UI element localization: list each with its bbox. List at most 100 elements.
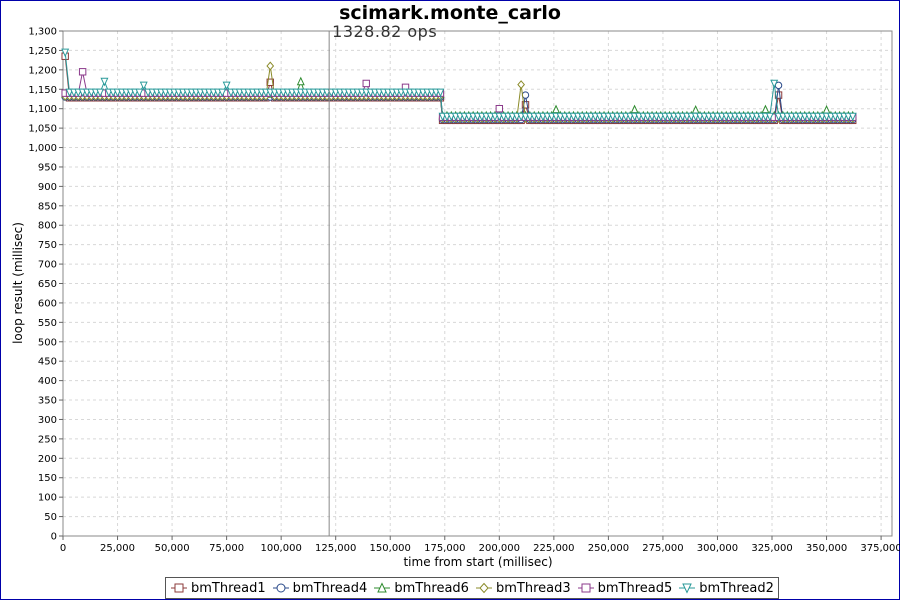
data-point [517,80,525,90]
y-tick-label: 600 [38,298,57,309]
data-point [630,104,639,114]
y-tick-label: 650 [38,279,57,290]
x-tick-label: 25,000 [100,543,135,554]
legend-marker-icon [577,583,594,593]
y-tick-label: 550 [38,318,57,329]
data-point [822,104,831,114]
data-point [218,88,227,98]
data-point [266,78,274,86]
data-point [100,77,109,87]
x-tick-label: 375,000 [860,543,900,554]
x-tick-label: 225,000 [533,543,574,554]
y-tick-label: 950 [38,162,57,173]
legend-marker-icon [679,583,696,594]
legend-item-bmThread5: bmThread5 [577,580,673,596]
legend-item-bmThread3: bmThread3 [475,581,571,596]
legend-symbol [174,583,184,593]
y-tick-label: 200 [38,454,57,465]
data-point [61,48,70,58]
legend-marker-icon [374,582,391,593]
x-tick-label: 200,000 [479,543,520,554]
legend: bmThread1 bmThread4 bmThread6 bmThread3 bmTh… [165,577,779,599]
data-point [436,88,445,98]
chart-title: scimark.monte_carlo [339,2,561,24]
y-tick-label: 850 [38,201,57,212]
legend-label: bmThread3 [495,580,571,596]
legend-item-bmThread2: bmThread2 [678,581,774,596]
y-tick-label: 250 [38,434,57,445]
x-tick-label: 0 [60,543,66,554]
y-tick-label: 0 [51,532,57,543]
series-line [64,52,853,117]
series-layer [61,48,857,125]
y-tick-label: 750 [38,240,57,251]
legend-symbol [479,582,489,594]
x-axis: 0 25,000 50,000 75,000 100,000 125,000 150,000… [60,536,900,554]
legend-item-bmThread6: bmThread6 [373,581,469,596]
legend-symbol [276,583,286,593]
x-tick-label: 100,000 [260,543,301,554]
y-tick-label: 1,250 [28,46,57,57]
x-tick-label: 250,000 [588,543,629,554]
data-point [495,104,504,113]
series-bmThread2 [61,48,857,122]
x-tick-label: 275,000 [642,543,683,554]
data-point [552,104,561,114]
legend-marker-icon [475,582,492,594]
data-point [770,79,779,89]
legend-marker-icon [171,583,187,593]
legend-label: bmThread2 [699,580,774,596]
legend-symbol [581,583,591,593]
y-tick-label: 1,050 [28,124,57,135]
x-tick-label: 300,000 [697,543,738,554]
legend-label: bmThread5 [597,580,673,596]
data-point [761,104,770,114]
ops-annotation: 1328.82 ops [332,22,437,41]
legend-marker-icon [272,583,289,593]
data-point [266,61,275,71]
x-tick-label: 75,000 [209,543,244,554]
y-tick-label: 900 [38,182,57,193]
y-tick-label: 700 [38,260,57,271]
legend-label: bmThread6 [394,580,469,596]
data-point [691,104,700,114]
y-tick-label: 800 [38,221,57,232]
y-tick-label: 350 [38,396,57,407]
legend-item-bmThread1: bmThread1 [170,581,266,596]
y-tick-label: 500 [38,337,57,348]
series-line [64,56,853,121]
series-bmThread5 [61,68,857,121]
data-point [362,79,370,88]
legend-label: bmThread1 [191,580,266,596]
x-tick-label: 175,000 [424,543,465,554]
data-point [139,81,148,91]
y-tick-label: 100 [38,493,57,504]
x-tick-label: 150,000 [370,543,411,554]
data-point [96,88,105,98]
legend-item-bmThread4: bmThread4 [272,580,368,596]
y-tick-label: 50 [44,512,57,523]
legend-symbol [377,582,388,593]
data-point [222,81,231,91]
data-point [78,68,87,76]
y-tick-label: 1,200 [28,65,57,76]
x-tick-label: 125,000 [315,543,356,554]
y-tick-label: 450 [38,357,57,368]
y-tick-label: 300 [38,415,57,426]
y-tick-label: 1,000 [28,143,57,154]
x-tick-label: 325,000 [751,543,792,554]
y-tick-label: 1,150 [28,85,57,96]
x-tick-label: 50,000 [155,543,190,554]
data-point [848,112,857,122]
data-point [521,101,530,109]
grid-lines [62,30,892,537]
y-axis: 0 50 100 150 200 250 300 350 400 450 500 550 600 650 7… [28,27,63,543]
data-point [765,112,774,122]
x-axis-label: time from start (millisec) [403,555,552,569]
data-point [296,76,305,86]
y-tick-label: 150 [38,473,57,484]
y-tick-label: 1,300 [28,27,57,38]
legend-label: bmThread4 [292,580,368,596]
y-tick-label: 1,100 [28,104,57,115]
